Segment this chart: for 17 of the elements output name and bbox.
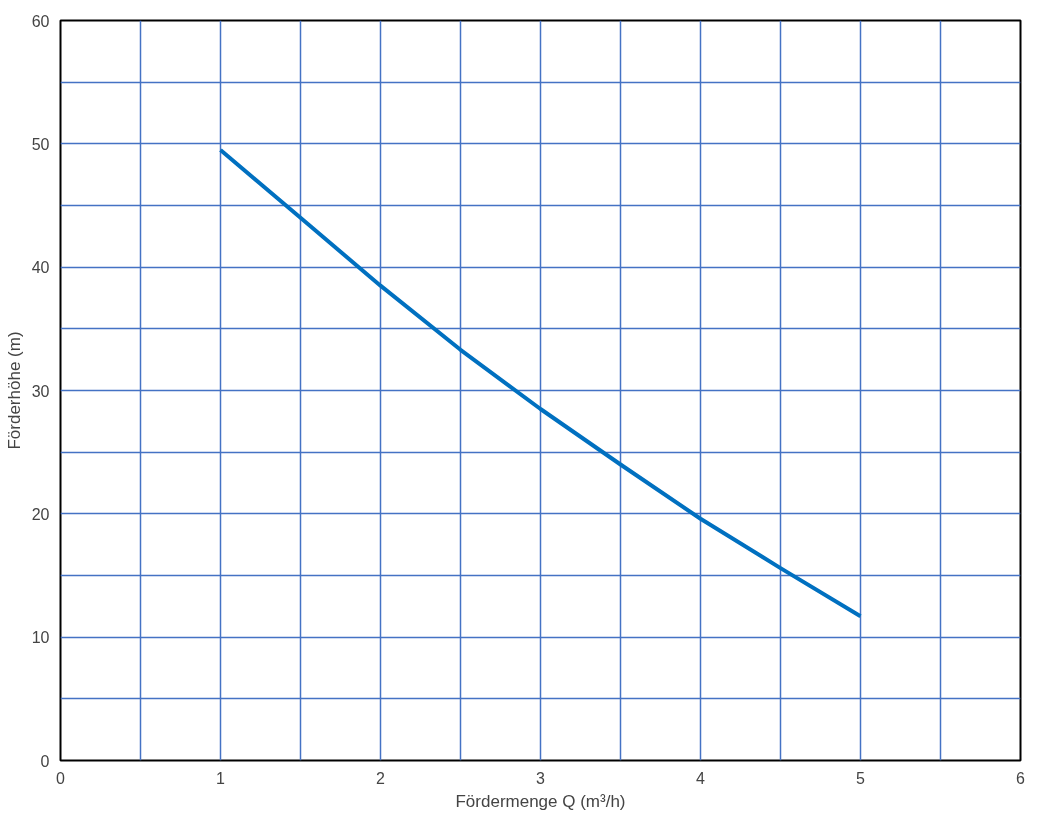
y-tick-label: 40 (31, 259, 50, 277)
x-tick-label: 4 (696, 769, 706, 787)
y-tick-label: 10 (31, 629, 50, 647)
y-tick-label: 20 (31, 505, 50, 523)
x-tick-label: 6 (1016, 769, 1026, 787)
y-axis-title: Förderhöhe (m) (4, 331, 24, 450)
x-axis-title: Fördermenge Q (m³/h) (455, 791, 626, 811)
y-tick-label: 50 (31, 135, 50, 153)
y-tick-label: 30 (31, 382, 50, 400)
x-tick-label: 2 (376, 769, 386, 787)
x-tick-label: 0 (56, 769, 66, 787)
x-tick-label: 5 (856, 769, 866, 787)
x-tick-label: 3 (536, 769, 546, 787)
line-series (218, 148, 863, 619)
y-tick-label: 60 (31, 12, 50, 30)
x-tick-label: 1 (216, 769, 226, 787)
y-tick-label: 0 (40, 752, 50, 770)
